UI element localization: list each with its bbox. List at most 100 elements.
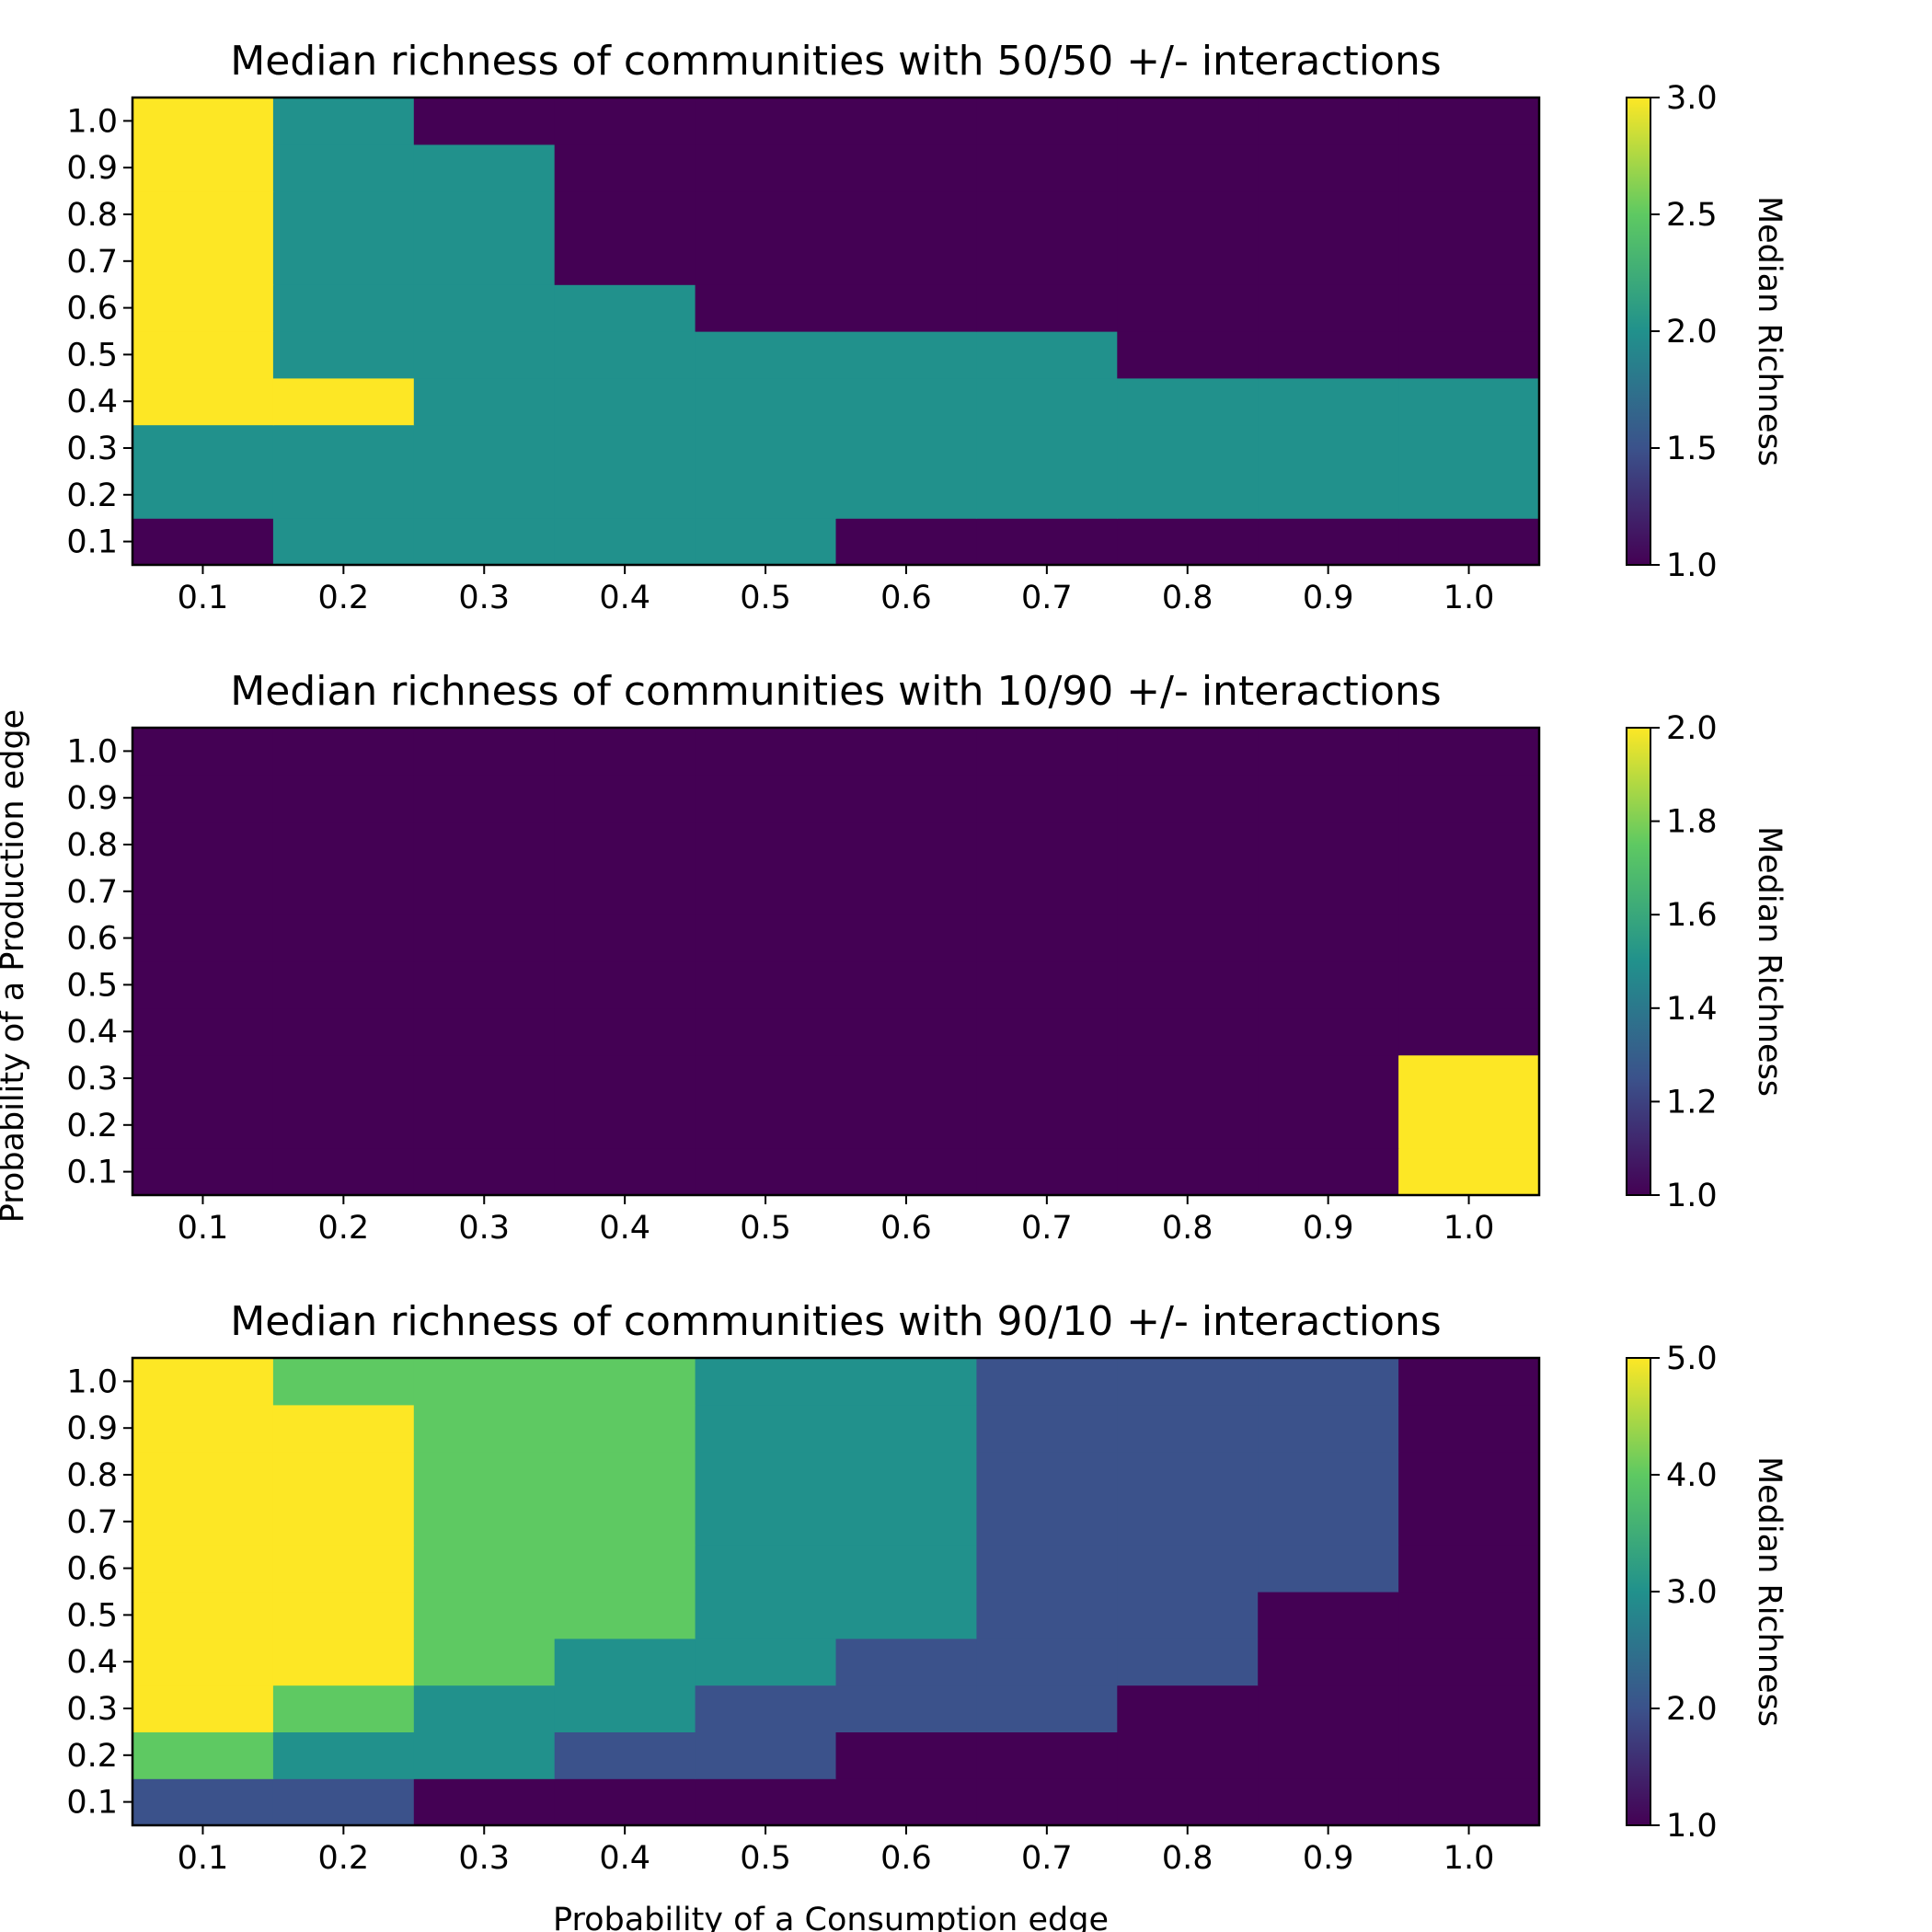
heatmap-cell — [835, 237, 977, 285]
heatmap-cell — [413, 774, 556, 822]
heatmap-cell — [835, 471, 977, 519]
heatmap-cell — [132, 1731, 274, 1779]
heatmap-panel-3: Median richness of communities with 90/1… — [66, 1298, 1788, 1877]
heatmap-cell — [554, 1498, 696, 1546]
x-tick-label: 0.7 — [1021, 1210, 1073, 1247]
x-tick-label: 0.9 — [1303, 580, 1354, 616]
heatmap-cell — [835, 1358, 977, 1406]
heatmap-cell — [1398, 1638, 1540, 1686]
heatmap-cell — [835, 190, 977, 238]
colorbar-tick-label: 1.5 — [1666, 431, 1718, 467]
heatmap-cell — [132, 1638, 274, 1686]
y-tick-label: 0.7 — [66, 1504, 118, 1541]
heatmap-cell — [695, 821, 837, 868]
colorbar-label: Median Richness — [1751, 1456, 1788, 1727]
heatmap-cell — [272, 1358, 415, 1406]
chart-title: Median richness of communities with 10/9… — [230, 668, 1441, 715]
y-tick-label: 0.2 — [66, 1738, 118, 1775]
heatmap-cell — [1117, 424, 1259, 472]
x-tick-label: 1.0 — [1443, 1210, 1495, 1247]
y-tick-label: 0.1 — [66, 1155, 118, 1191]
heatmap-cell — [413, 914, 556, 962]
heatmap-cell — [1117, 1101, 1259, 1149]
heatmap-cell — [976, 821, 1118, 868]
heatmap-cell — [413, 237, 556, 285]
heatmap-cell — [976, 728, 1118, 776]
heatmap-cell — [272, 1685, 415, 1732]
heatmap-cell — [554, 237, 696, 285]
heatmap-cell — [835, 144, 977, 192]
heatmap-cell — [1258, 1451, 1399, 1499]
heatmap-cell — [976, 1451, 1118, 1499]
colorbar-frame — [1626, 727, 1651, 1196]
heatmap-cell — [695, 377, 837, 426]
heatmap-cell — [132, 774, 274, 822]
heatmap-cell — [1117, 914, 1259, 962]
heatmap-cell — [695, 728, 837, 776]
heatmap-cell — [835, 377, 977, 426]
heatmap-panel-1: Median richness of communities with 50/5… — [66, 38, 1788, 616]
heatmap-cell — [976, 144, 1118, 192]
heatmap-cell — [695, 1358, 837, 1406]
y-tick-label: 0.5 — [66, 337, 118, 374]
heatmap-cell — [1258, 237, 1399, 285]
heatmap-cell — [413, 424, 556, 472]
heatmap-cell — [1117, 728, 1259, 776]
heatmap-cell — [554, 1101, 696, 1149]
colorbar-tick-label: 1.8 — [1666, 804, 1718, 841]
heatmap-cell — [272, 868, 415, 915]
heatmap-cell — [413, 190, 556, 238]
heatmap-cell — [695, 1404, 837, 1453]
heatmap-cell — [413, 471, 556, 519]
x-tick-label: 1.0 — [1443, 580, 1495, 616]
heatmap-cell — [554, 98, 696, 145]
x-tick-label: 0.9 — [1303, 1840, 1354, 1877]
heatmap-cell — [1258, 1685, 1399, 1732]
heatmap-cell — [695, 518, 837, 566]
heatmap-cell — [695, 1498, 837, 1546]
x-tick-label: 0.1 — [178, 1210, 229, 1247]
heatmap-cell — [1258, 821, 1399, 868]
colorbar-tick-label: 1.6 — [1666, 897, 1718, 934]
heatmap-cell — [1258, 377, 1399, 426]
y-tick-label: 0.6 — [66, 921, 118, 958]
heatmap-cell — [976, 1358, 1118, 1406]
x-tick-label: 0.6 — [880, 1840, 932, 1877]
heatmap-cell — [132, 1545, 274, 1593]
x-tick-label: 0.8 — [1162, 580, 1213, 616]
heatmap-cell — [976, 1778, 1118, 1826]
heatmap-cell — [1398, 868, 1540, 915]
heatmap-cell — [132, 821, 274, 868]
heatmap-cell — [835, 961, 977, 1009]
x-tick-label: 0.4 — [599, 1210, 650, 1247]
heatmap-cell — [1117, 1054, 1259, 1102]
heatmap-cell — [272, 961, 415, 1009]
heatmap-cell — [695, 1101, 837, 1149]
heatmap-cell — [1117, 471, 1259, 519]
heatmap-cell — [976, 377, 1118, 426]
heatmap-cell — [976, 1101, 1118, 1149]
heatmap-cell — [132, 471, 274, 519]
heatmap-cell — [695, 961, 837, 1009]
heatmap-cell — [1258, 1101, 1399, 1149]
heatmap-cell — [554, 1451, 696, 1499]
y-tick-label: 0.9 — [66, 150, 118, 187]
chart-title: Median richness of communities with 90/1… — [230, 1298, 1441, 1345]
heatmap-cell — [1398, 774, 1540, 822]
heatmap-cell — [835, 98, 977, 145]
heatmap-cell — [976, 471, 1118, 519]
heatmap-cell — [132, 868, 274, 915]
heatmap-cell — [976, 1404, 1118, 1453]
heatmap-cell — [976, 1731, 1118, 1779]
heatmap-cell — [835, 774, 977, 822]
heatmap-cell — [695, 1731, 837, 1779]
heatmap-cell — [1398, 1358, 1540, 1406]
heatmap-cell — [1117, 868, 1259, 915]
heatmap-cell — [1398, 471, 1540, 519]
heatmap-cell — [132, 1358, 274, 1406]
x-tick-label: 1.0 — [1443, 1840, 1495, 1877]
heatmap-cell — [976, 331, 1118, 379]
heatmap-cell — [554, 1685, 696, 1732]
heatmap-cell — [1117, 1638, 1259, 1686]
